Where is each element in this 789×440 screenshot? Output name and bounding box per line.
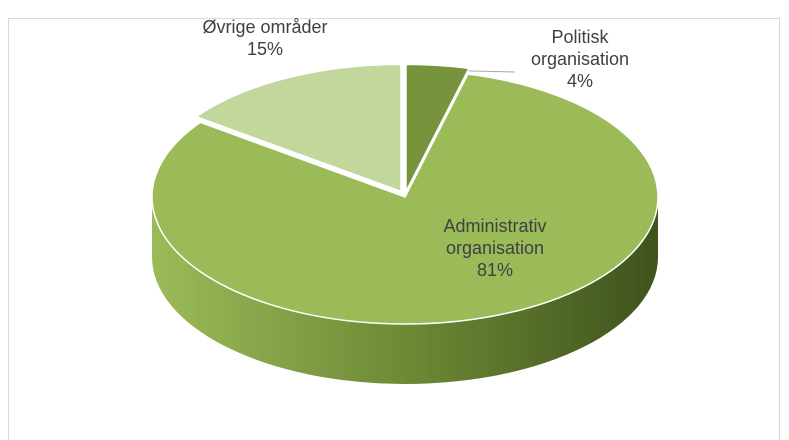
data-label-value: 81%: [476, 260, 514, 280]
data-label-value: 4%: [566, 71, 593, 91]
data-label-value: 15%: [246, 39, 284, 59]
data-label-name: Politisk organisation: [530, 27, 630, 69]
pie-slice: [405, 63, 471, 192]
pie-slice: [194, 63, 402, 193]
pie-side: [152, 197, 658, 384]
pie-slice: [151, 73, 659, 325]
chart-border: [8, 18, 780, 440]
data-label-name: Øvrige områder: [202, 17, 328, 37]
data-label-name: Administrativ organisation: [443, 216, 547, 258]
